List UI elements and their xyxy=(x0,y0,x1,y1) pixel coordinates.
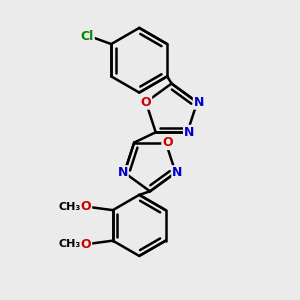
Text: O: O xyxy=(162,136,173,149)
Text: O: O xyxy=(81,200,91,213)
Text: N: N xyxy=(184,126,194,139)
Text: N: N xyxy=(172,166,183,179)
Text: Cl: Cl xyxy=(81,30,94,44)
Text: O: O xyxy=(141,96,151,109)
Text: N: N xyxy=(194,96,204,109)
Text: CH₃: CH₃ xyxy=(58,202,81,212)
Text: N: N xyxy=(117,166,128,179)
Text: CH₃: CH₃ xyxy=(58,239,81,249)
Text: O: O xyxy=(81,238,91,251)
